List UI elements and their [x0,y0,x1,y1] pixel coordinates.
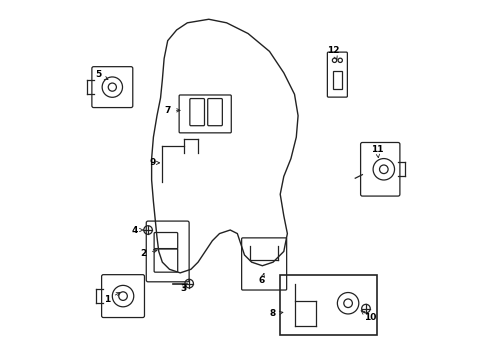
Text: 4: 4 [131,225,143,234]
Text: 1: 1 [103,293,120,304]
Text: 10: 10 [360,311,376,322]
Text: 3: 3 [180,284,186,293]
Bar [332,71,341,89]
Text: 12: 12 [326,46,339,59]
Text: 2: 2 [141,249,157,258]
Text: 9: 9 [149,158,159,167]
Text: 7: 7 [164,106,180,115]
Bar [280,275,376,336]
Text: 8: 8 [269,310,282,319]
Text: 6: 6 [258,273,264,285]
Text: 5: 5 [96,70,108,80]
Text: 11: 11 [370,145,383,158]
